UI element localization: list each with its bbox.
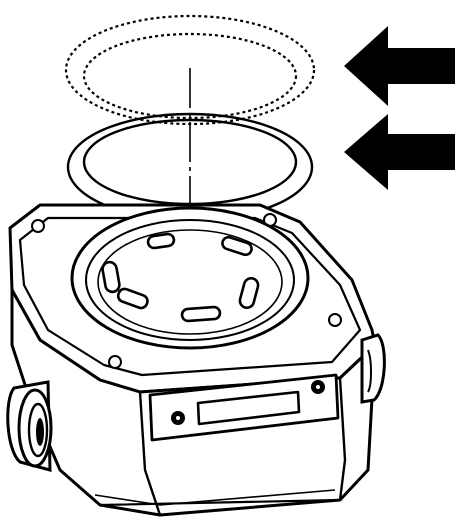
arrow-left-icon — [344, 114, 455, 190]
valve-slots — [101, 232, 260, 323]
front-nameplate — [148, 373, 340, 442]
right-port-fitting — [360, 333, 386, 404]
arrow-left-icon — [344, 26, 455, 106]
side-port-fitting — [6, 380, 53, 472]
flange-bolt-holes — [31, 213, 342, 369]
